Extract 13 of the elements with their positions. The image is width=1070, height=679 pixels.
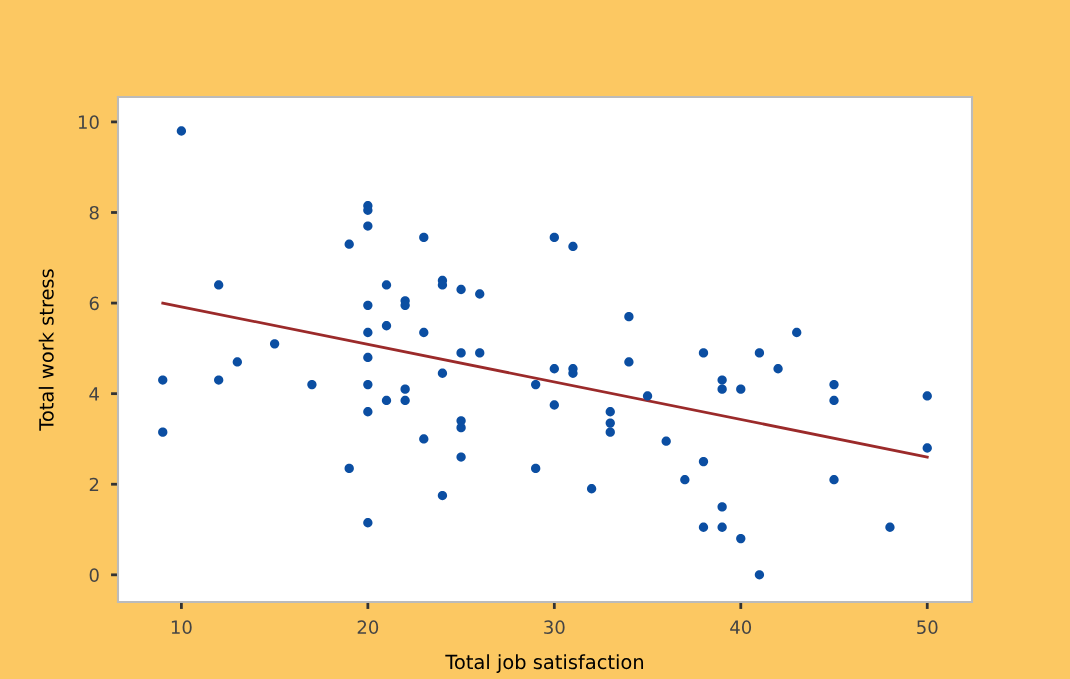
- y-tick-label: 4: [89, 387, 99, 401]
- x-axis-title: Total job satisfaction: [445, 654, 644, 674]
- y-tick-label: 8: [89, 205, 99, 220]
- x-tick-label: 30: [544, 620, 565, 635]
- x-tick-label: 50: [917, 620, 938, 635]
- x-tick-label: 40: [730, 620, 752, 635]
- y-tick-label: 0: [89, 568, 99, 582]
- x-tick-label: 10: [171, 620, 192, 635]
- y-tick-label: 10: [78, 115, 99, 130]
- x-tick-label: 20: [357, 620, 379, 635]
- y-tick-label: 6: [89, 296, 99, 311]
- y-tick-label: 2: [89, 477, 99, 492]
- y-axis-title: Total work stress: [38, 269, 54, 431]
